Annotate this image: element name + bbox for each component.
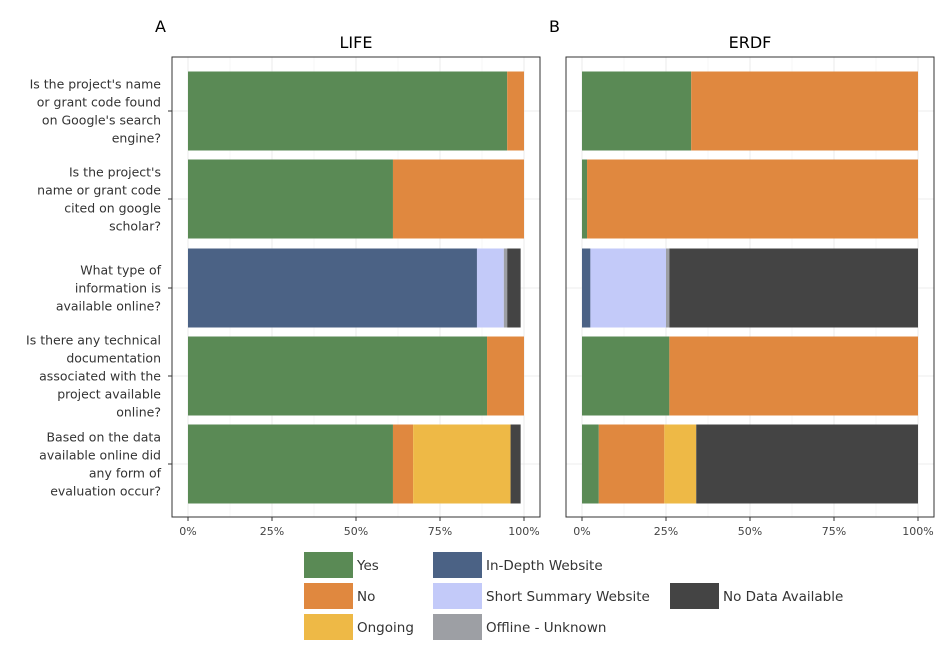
legend-swatch: [304, 552, 353, 578]
x-tick-label: 100%: [508, 525, 539, 538]
bar-erdf-row5-no-data-available: [696, 424, 918, 504]
x-tick-label: 0%: [573, 525, 590, 538]
bar-erdf-row5-yes: [582, 424, 599, 504]
legend-item-offline-unknown: Offline - Unknown: [433, 614, 606, 640]
bar-life-row1-yes: [188, 71, 508, 151]
category-label: What type of information is available onli…: [56, 263, 162, 314]
bar-life-row5-ongoing: [413, 424, 511, 504]
bar-life-row1-no: [507, 71, 524, 151]
bar-erdf-row1-no: [691, 71, 918, 151]
panel-title: ERDF: [729, 33, 772, 52]
legend-item-ongoing: Ongoing: [304, 614, 414, 640]
bar-life-row4-yes: [188, 336, 488, 416]
legend-label: No: [357, 589, 375, 605]
legend-swatch: [304, 614, 353, 640]
category-label: Is there any technical documentation assoc…: [26, 333, 161, 420]
category-label: Is the project's name or grant code found…: [30, 77, 162, 146]
panel-letter: B: [549, 17, 560, 36]
bar-life-row5-yes: [188, 424, 393, 504]
bar-erdf-row3-no-data-available: [669, 248, 918, 328]
x-tick-label: 75%: [822, 525, 846, 538]
bar-erdf-row3-in-depth-website: [582, 248, 591, 328]
legend: Yes No Ongoing In-Depth Website Short Summar…: [304, 552, 843, 640]
bar-life-row3-in-depth-website: [188, 248, 477, 328]
bar-life-row3-short-summary-website: [476, 248, 504, 328]
bar-erdf-row5-no: [598, 424, 665, 504]
legend-label: Ongoing: [357, 620, 414, 636]
legend-swatch: [433, 614, 482, 640]
bar-life-row3-offline-unknown: [503, 248, 508, 328]
bar-erdf-row2-no: [587, 159, 918, 239]
legend-item-short-summary-website: Short Summary Website: [433, 583, 650, 609]
bar-erdf-row5-ongoing: [664, 424, 697, 504]
panel-erdf: 0% 25% 50% 75% 100% ERDF B: [549, 17, 935, 538]
x-tick-label: 25%: [654, 525, 678, 538]
x-tick-label: 75%: [428, 525, 452, 538]
legend-label: Short Summary Website: [486, 589, 650, 605]
x-tick-label: 50%: [738, 525, 762, 538]
bar-life-row2-yes: [188, 159, 393, 239]
bar-erdf-row2-yes: [582, 159, 588, 239]
category-label: Based on the data available online did any…: [39, 430, 161, 499]
panels: 0% 25% 50% 75% 100% LIFE A 0% 25% 50% 75% 100% ERDF B: [155, 17, 935, 538]
bar-erdf-row4-no: [669, 336, 918, 416]
legend-label: In-Depth Website: [486, 558, 603, 574]
bar-life-row5-no-data-available: [510, 424, 521, 504]
category-labels: Is the project's name or grant code found…: [26, 77, 172, 499]
bar-erdf-row4-yes: [582, 336, 670, 416]
legend-label: Offline - Unknown: [486, 620, 606, 636]
bar-life-row4-no: [487, 336, 524, 416]
legend-swatch: [304, 583, 353, 609]
bar-erdf-row1-yes: [582, 71, 692, 151]
bar-life-row2-no: [392, 159, 524, 239]
category-label: Is the project's name or grant code cited …: [37, 165, 161, 234]
x-tick-label: 0%: [179, 525, 196, 538]
panel-letter: A: [155, 17, 166, 36]
x-tick-label: 25%: [260, 525, 284, 538]
bar-life-row3-no-data-available: [507, 248, 521, 328]
legend-item-yes: Yes: [304, 552, 379, 578]
legend-label: No Data Available: [723, 589, 843, 605]
legend-item-no: No: [304, 583, 375, 609]
legend-item-in-depth-website: In-Depth Website: [433, 552, 603, 578]
x-tick-label: 100%: [902, 525, 933, 538]
legend-item-no-data-available: No Data Available: [670, 583, 843, 609]
legend-swatch: [433, 552, 482, 578]
x-tick-label: 50%: [344, 525, 368, 538]
bar-erdf-row3-short-summary-website: [590, 248, 666, 328]
bar-life-row5-no: [392, 424, 414, 504]
legend-swatch: [670, 583, 719, 609]
legend-swatch: [433, 583, 482, 609]
legend-label: Yes: [356, 558, 379, 574]
bar-erdf-row3-offline-unknown: [666, 248, 670, 328]
panel-life: 0% 25% 50% 75% 100% LIFE A: [155, 17, 541, 538]
panel-title: LIFE: [340, 33, 373, 52]
